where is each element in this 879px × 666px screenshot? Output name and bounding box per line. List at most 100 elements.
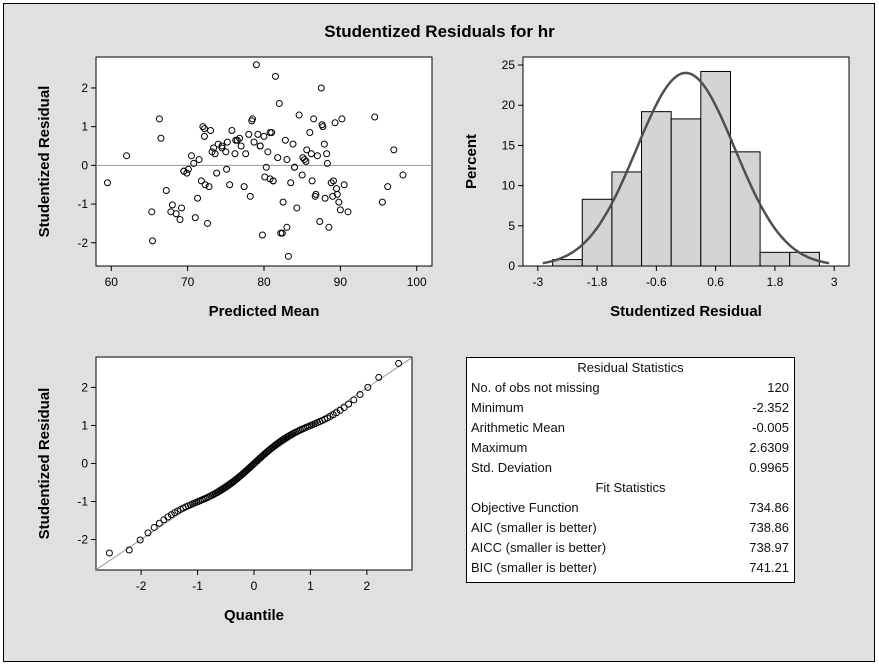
scatter-point	[176, 216, 184, 224]
stat-value: 738.97	[749, 540, 789, 555]
stat-value: -0.005	[752, 420, 789, 435]
y-axis-label: Studentized Residual	[36, 86, 53, 238]
scatter-point	[190, 159, 198, 167]
scatter-point	[236, 134, 244, 142]
qq-reference-line	[95, 357, 413, 571]
stat-value: 734.86	[749, 500, 789, 515]
stat-value: 2.6309	[749, 440, 789, 455]
stat-row: No. of obs not missing 120	[467, 378, 794, 398]
scatter-point	[231, 150, 239, 158]
x-tick-label: 2	[364, 579, 371, 593]
scatter-point	[317, 84, 325, 92]
stat-row: Arithmetic Mean -0.005	[467, 418, 794, 438]
scatter-point	[331, 119, 339, 127]
stat-label: No. of obs not missing	[471, 380, 600, 395]
x-tick-label: -0.6	[646, 275, 667, 289]
scatter-point	[260, 132, 268, 140]
scatter-point	[340, 181, 348, 189]
scatter-point	[281, 136, 289, 144]
scatter-point	[218, 142, 226, 150]
scatter-point	[172, 210, 180, 218]
scatter-point	[223, 165, 231, 173]
residual-vs-predicted-panel: 2 1 0 -1 -2 60 70 80 90 100 Predicted Mean Studenti…	[36, 56, 433, 320]
plot-area	[95, 56, 433, 267]
scatter-point	[168, 201, 176, 209]
scatter-point	[269, 177, 277, 185]
scatter-point	[184, 165, 192, 173]
stat-label: AIC (smaller is better)	[471, 520, 597, 535]
stat-row: Objective Function 734.86	[467, 498, 794, 518]
normal-density-curve	[542, 71, 830, 265]
stat-row: AIC (smaller is better) 738.86	[467, 518, 794, 538]
scatter-point	[222, 148, 230, 156]
x-tick-label: -3	[532, 275, 543, 289]
stat-label: Arithmetic Mean	[471, 420, 565, 435]
scatter-point	[274, 154, 282, 162]
scatter-point	[194, 194, 202, 202]
scatter-point	[162, 187, 170, 195]
qq-point	[356, 391, 364, 399]
stat-label: Maximum	[471, 440, 528, 455]
stat-value: 738.86	[749, 520, 789, 535]
stat-row: Maximum 2.6309	[467, 438, 794, 458]
scatter-point	[371, 113, 379, 121]
qq-point	[125, 546, 133, 554]
scatter-point	[180, 167, 188, 175]
scatter-point	[300, 156, 308, 164]
y-tick-label: 1	[81, 418, 88, 432]
y-tick-label: 5	[508, 219, 515, 233]
x-tick-label: 70	[181, 275, 195, 289]
scatter-point	[298, 171, 306, 179]
scatter-point	[200, 132, 208, 140]
scatter-point	[195, 156, 203, 164]
y-tick-label: -1	[77, 495, 88, 509]
scatter-point	[250, 138, 258, 146]
scatter-point	[321, 194, 329, 202]
scatter-point	[191, 214, 199, 222]
scatter-point	[148, 208, 156, 216]
x-tick-label: -2	[136, 579, 147, 593]
scatter-point	[149, 237, 157, 245]
scatter-point	[237, 142, 245, 150]
scatter-point	[303, 146, 311, 154]
scatter-point	[344, 208, 352, 216]
x-tick-label: 0	[251, 579, 258, 593]
qq-point	[364, 383, 372, 391]
qq-point	[144, 529, 152, 537]
scatter-point	[187, 152, 195, 160]
histogram-bar	[641, 111, 672, 267]
qq-point	[150, 523, 158, 531]
stat-row: AICC (smaller is better) 738.97	[467, 538, 794, 558]
histogram-bar	[611, 171, 643, 267]
scatter-point	[252, 61, 260, 69]
scatter-point	[203, 219, 211, 227]
scatter-point	[123, 152, 131, 160]
scatter-point	[310, 115, 318, 123]
scatter-point	[327, 179, 335, 187]
y-tick-label: 20	[502, 98, 516, 112]
y-axis-label: Studentized Residual	[36, 388, 53, 540]
x-tick-label: 3	[831, 275, 838, 289]
stat-value: 0.9965	[749, 460, 789, 475]
scatter-point	[316, 217, 324, 225]
qq-point	[155, 519, 163, 527]
stat-value: -2.352	[752, 400, 789, 415]
qq-point	[333, 409, 341, 417]
scatter-point	[278, 229, 286, 237]
scatter-point	[155, 115, 163, 123]
stat-value: 120	[767, 380, 789, 395]
scatter-point	[323, 150, 331, 158]
scatter-point	[295, 111, 303, 119]
scatter-point	[245, 130, 253, 138]
histogram-bar	[759, 251, 791, 267]
scatter-point	[248, 117, 256, 125]
scatter-point	[242, 150, 250, 158]
statistics-table: Residual Statistics No. of obs not missi…	[466, 357, 795, 583]
scatter-point	[264, 148, 272, 156]
scatter-point	[226, 181, 234, 189]
histogram-bar	[670, 118, 702, 267]
x-tick-label: -1.8	[587, 275, 608, 289]
main-title: Studentized Residuals for hr	[324, 22, 555, 41]
scatter-point	[205, 183, 213, 191]
